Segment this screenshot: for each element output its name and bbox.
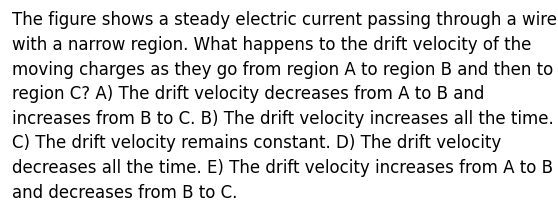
Text: The figure shows a steady electric current passing through a wire
with a narrow : The figure shows a steady electric curre… [12,11,557,201]
